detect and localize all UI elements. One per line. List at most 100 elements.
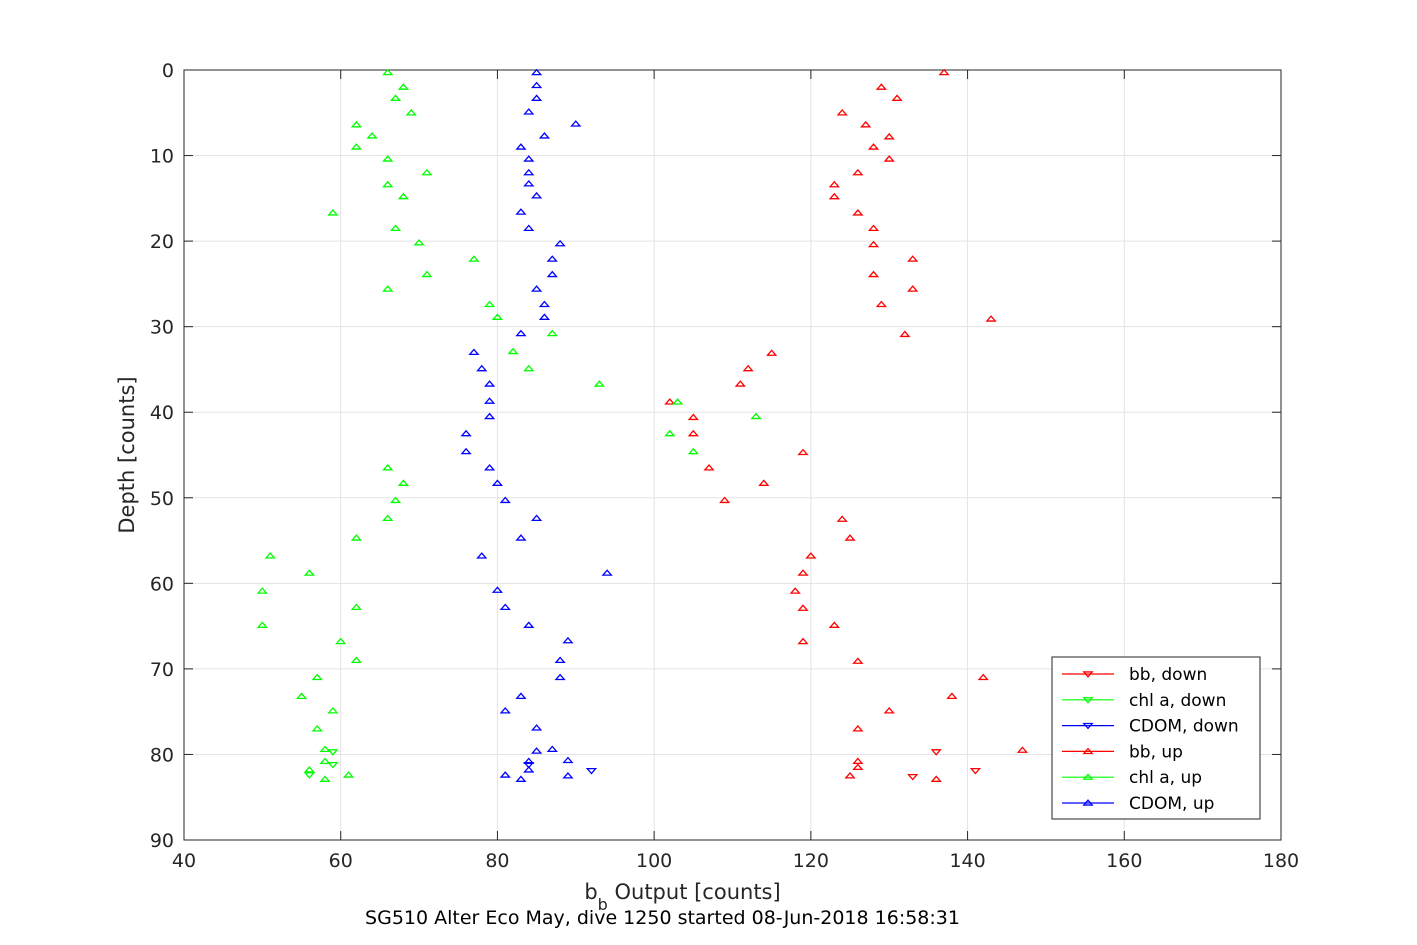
plot-area [183, 69, 1282, 841]
series-4 [256, 68, 762, 782]
data-point [382, 463, 394, 471]
data-point [750, 412, 762, 420]
data-point [303, 569, 315, 576]
data-point [499, 771, 511, 778]
data-point [530, 724, 543, 731]
y-tick-label: 70 [150, 659, 174, 681]
x-tick-label: 40 [172, 850, 196, 872]
x-tick-label: 80 [485, 850, 509, 872]
data-point [515, 534, 527, 541]
data-point [907, 773, 919, 781]
data-point [483, 397, 496, 404]
data-point [538, 313, 551, 320]
data-point [554, 239, 566, 247]
data-point [883, 155, 895, 162]
data-point [523, 108, 535, 115]
data-point [930, 749, 942, 756]
data-point [687, 429, 699, 437]
data-point [515, 329, 527, 337]
data-point [742, 364, 754, 372]
data-point [523, 766, 535, 773]
data-point [546, 329, 558, 337]
data-point [899, 330, 911, 338]
data-point [397, 192, 410, 200]
legend-marker [1082, 697, 1094, 704]
data-point [687, 413, 699, 421]
x-tick-label: 160 [1106, 850, 1142, 872]
data-point [382, 68, 394, 76]
data-point [852, 209, 864, 216]
data-point [734, 380, 746, 387]
data-point [382, 180, 394, 188]
data-point [891, 94, 903, 101]
data-point [538, 300, 551, 308]
data-point [523, 155, 535, 162]
data-point [828, 621, 840, 628]
y-tick-label: 10 [150, 146, 174, 168]
y-axis-label: Depth [counts] [115, 376, 139, 533]
data-point [562, 756, 574, 764]
data-point [805, 552, 817, 559]
data-point [601, 569, 613, 576]
data-point [867, 143, 880, 150]
data-point [703, 463, 715, 471]
y-tick-label: 60 [150, 573, 174, 595]
data-point [515, 692, 527, 699]
data-point [530, 94, 543, 101]
data-point [852, 757, 864, 765]
data-point [530, 514, 543, 522]
data-point [397, 479, 410, 486]
data-point [836, 108, 848, 116]
data-point [672, 398, 684, 405]
x-axis-label-subscript: b [598, 895, 608, 914]
data-point [327, 706, 339, 714]
data-point [382, 285, 394, 292]
data-point [585, 767, 598, 775]
data-point [977, 673, 989, 681]
chart-caption: SG510 Alter Eco May, dive 1250 started 0… [365, 907, 960, 929]
legend-label: bb, up [1129, 742, 1183, 762]
data-point [530, 68, 543, 76]
data-point [382, 155, 394, 162]
data-point [350, 603, 362, 611]
data-point [507, 347, 519, 355]
data-markers [256, 68, 1029, 782]
data-point [844, 771, 856, 779]
data-point [483, 380, 496, 387]
data-point [530, 285, 543, 292]
data-point [719, 496, 731, 504]
data-point [883, 132, 895, 140]
y-tick-label: 50 [150, 488, 174, 510]
data-point [554, 656, 566, 664]
data-point [350, 656, 362, 664]
legend-label: CDOM, up [1129, 794, 1214, 814]
x-tick-label: 60 [329, 850, 353, 872]
data-point [303, 772, 315, 779]
data-point [844, 534, 856, 541]
data-point [546, 745, 558, 753]
axis-ticks: 40 60 80 100 120 140 160 180 0 10 20 30 40 50 60 70 80 90 [150, 60, 1299, 872]
data-point [421, 270, 433, 278]
data-point [523, 757, 535, 765]
data-point [350, 143, 362, 150]
data-point [397, 83, 410, 90]
data-point [366, 132, 378, 139]
data-point [491, 313, 504, 320]
data-point [860, 120, 872, 128]
data-point [883, 706, 895, 714]
legend-label: chl a, down [1129, 691, 1226, 711]
legend-item: bb, up [1062, 742, 1183, 762]
data-point [335, 637, 347, 645]
data-point [828, 192, 840, 200]
data-point [867, 240, 880, 248]
data-point [303, 766, 315, 773]
legend-item: chl a, down [1062, 691, 1226, 711]
data-point [664, 429, 676, 437]
legend-box [1051, 656, 1261, 820]
data-point [562, 636, 574, 644]
data-point [907, 285, 919, 292]
legend-item: CDOM, up [1062, 794, 1214, 814]
data-point [797, 604, 809, 611]
data-point [766, 349, 778, 356]
